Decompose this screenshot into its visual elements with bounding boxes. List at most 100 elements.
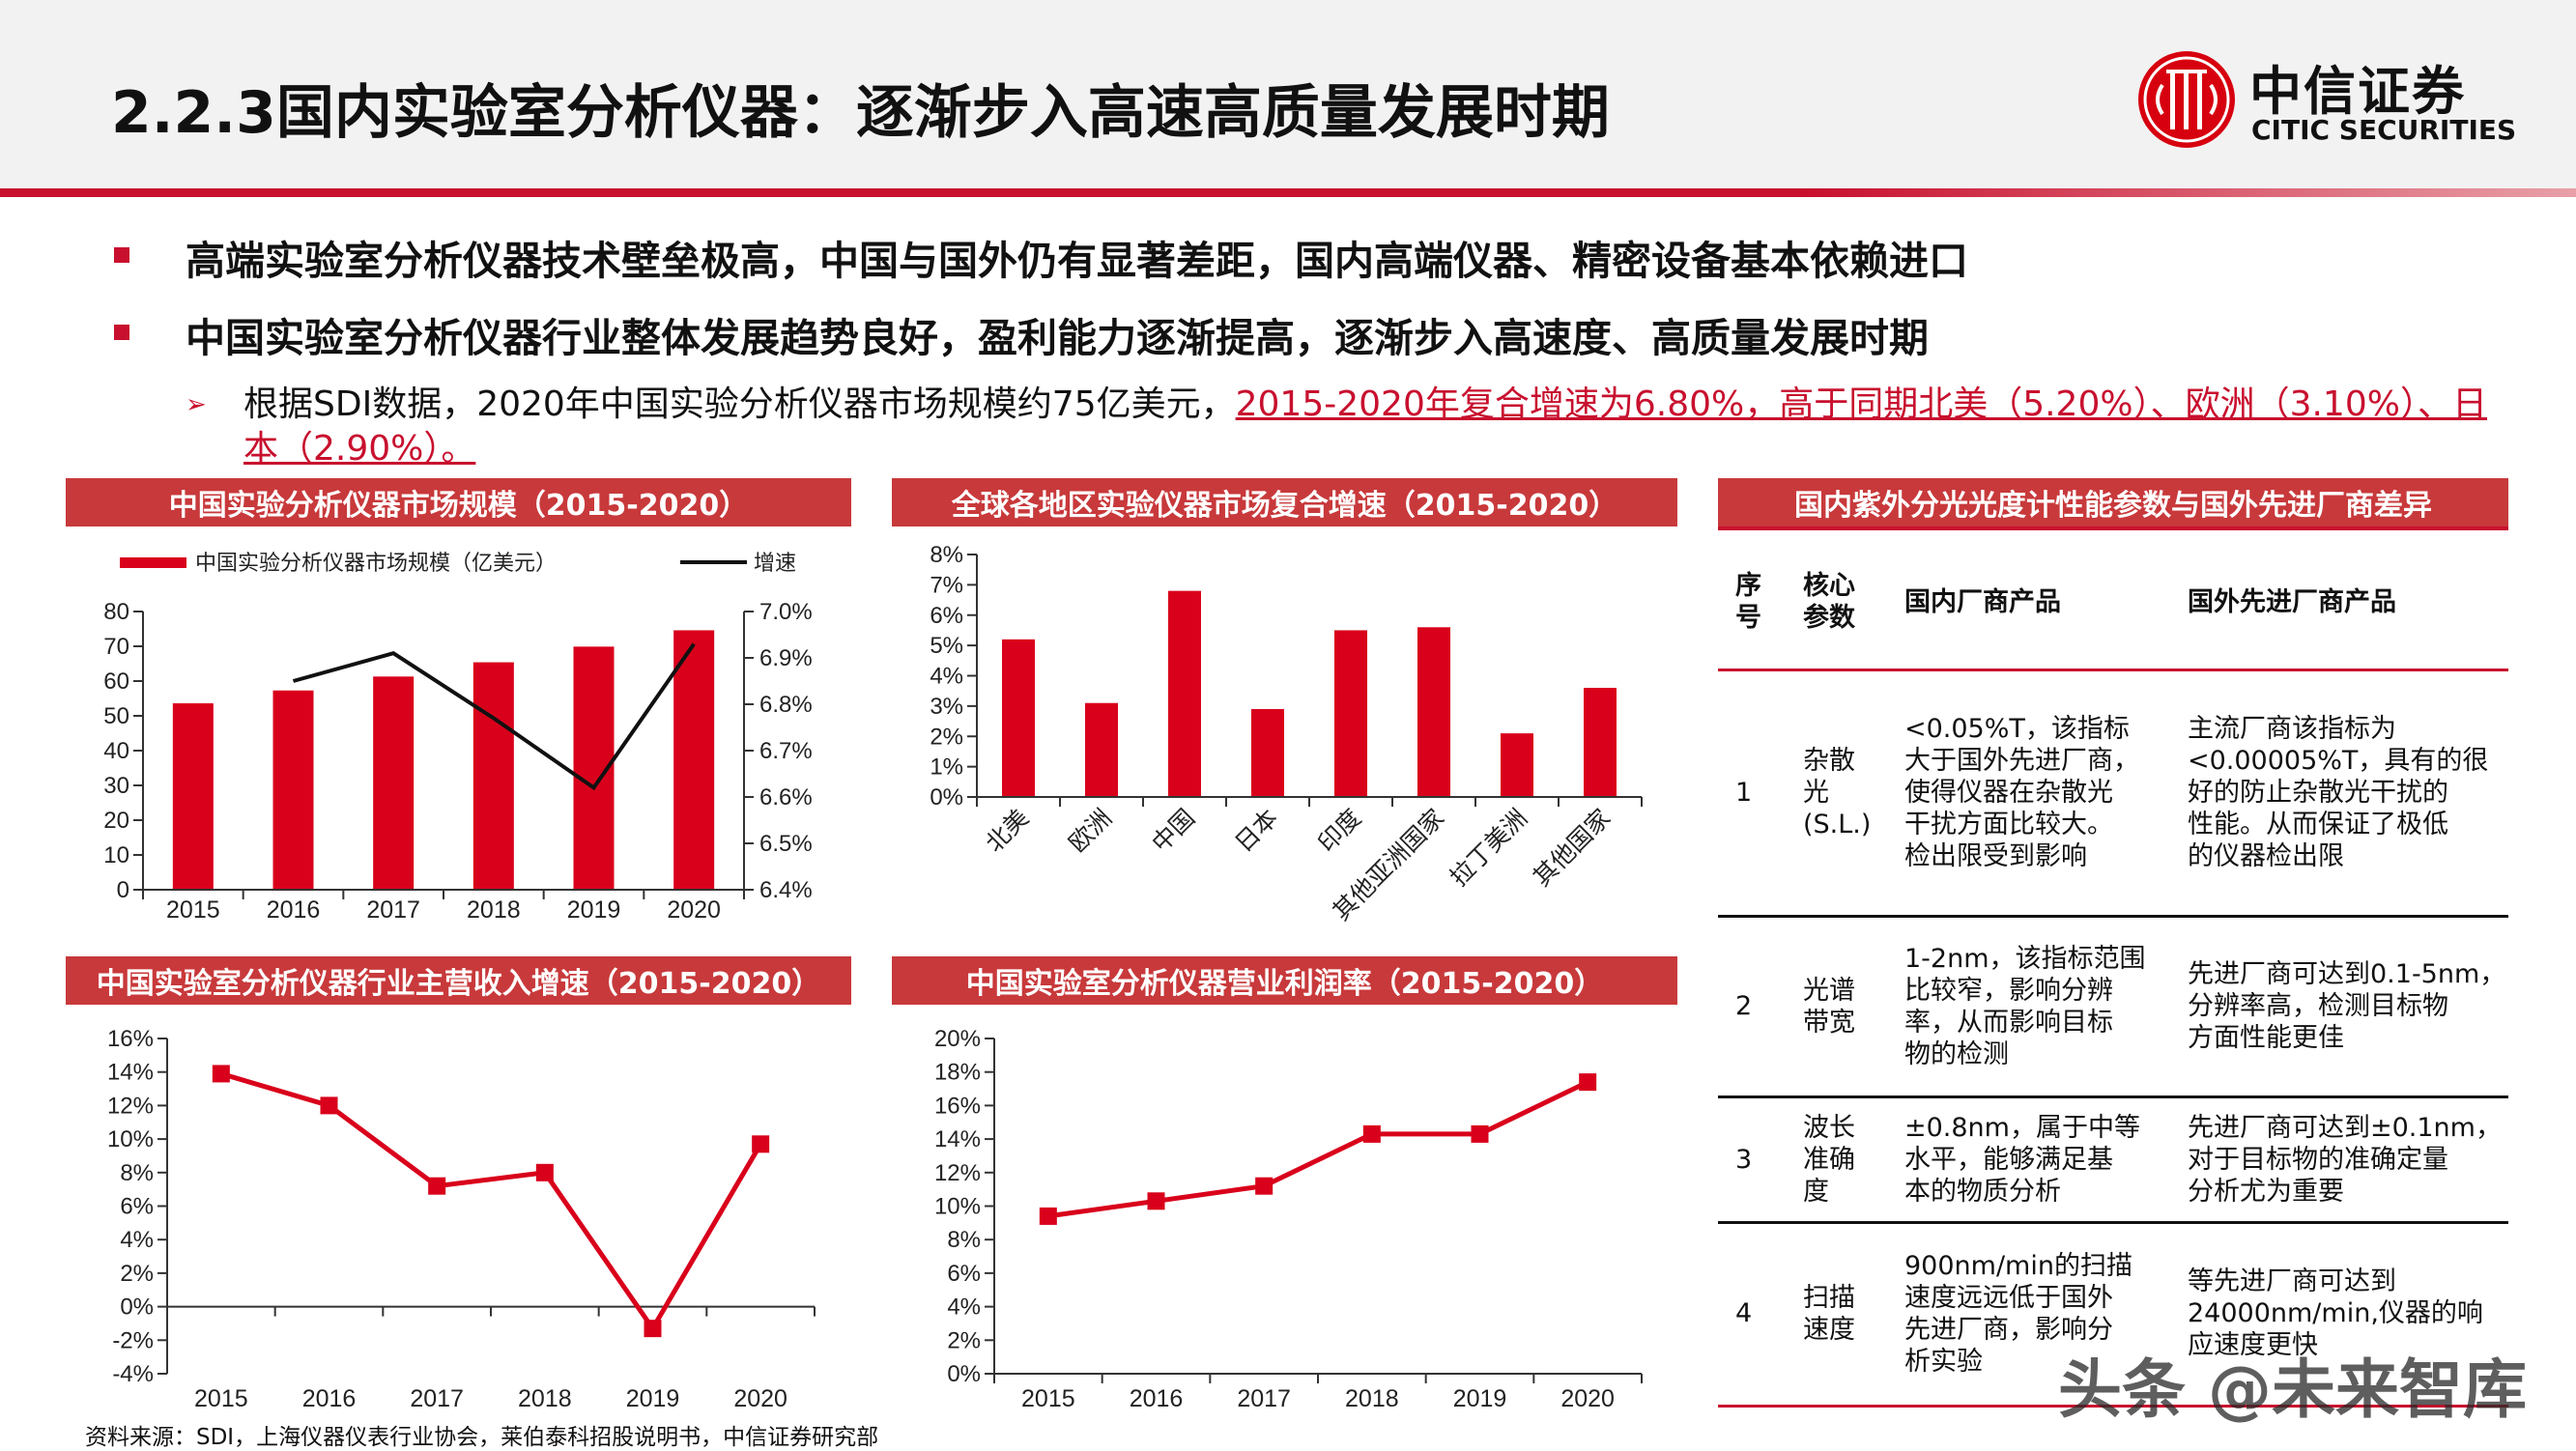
chart2-y-tick-label: 1% [930, 754, 963, 781]
chart3-y-tick-label: 12% [107, 1093, 154, 1119]
logo-text-en: CITIC SECURITIES [2251, 114, 2517, 146]
chart2-y-tick-label: 5% [930, 633, 963, 659]
chart1-yleft-tick-label: 30 [103, 773, 129, 799]
chart3-y-tick-label: 14% [107, 1060, 154, 1086]
chart2-y-tick-label: 6% [930, 603, 963, 629]
chart1-yleft-tick-label: 60 [103, 669, 129, 695]
sub-bullet-highlight: 2015-2020年复合增速为6.80%，高于同期北美（5.20%）、欧洲（3.… [243, 384, 2487, 469]
chart4-x-tick-label: 2018 [1345, 1385, 1399, 1412]
chart1-bar [472, 662, 514, 890]
chart1-legend-bar-swatch [120, 557, 186, 568]
logo-text-cn: 中信证券 [2249, 60, 2466, 122]
chart1-yleft-tick-label: 50 [103, 703, 129, 729]
citic-logo: 中信证券 CITIC SECURITIES [2135, 46, 2522, 153]
chart2-y-tick-label: 0% [930, 784, 963, 811]
chart2-category-label: 中国 [1147, 804, 1200, 857]
chart3-y-tick-label: 16% [107, 1026, 154, 1052]
row-foreign: 等先进厂商可达到 24000nm/min,仪器的响 应速度更快 [2188, 1266, 2483, 1360]
row-param: 扫描 速度 [1803, 1282, 1855, 1345]
row-param: 光谱 带宽 [1803, 975, 1855, 1038]
chart1-yright-tick-label: 6.8% [759, 692, 813, 718]
sub-bullet: 根据SDI数据，2020年中国实验分析仪器市场规模约75亿美元，2015-202… [243, 383, 2495, 471]
chart4-line [1047, 1079, 1589, 1219]
chart4-x-tick-label: 2015 [1021, 1385, 1075, 1412]
chart4-marker [1147, 1192, 1165, 1210]
table-row: 1 杂散 光 (S.L.) <0.05%T，该指标 大于国外先进厂商， 使得仪器在杂… [1718, 671, 2508, 914]
chart1-yleft-tick-label: 70 [103, 634, 129, 660]
chart2-category-label: 日本 [1230, 804, 1283, 857]
chart1-title: 中国实验分析仪器市场规模（2015-2020） [66, 478, 851, 526]
chart1-x-tick-label: 2020 [667, 896, 721, 924]
chart2-category-label: 拉丁美洲 [1445, 804, 1533, 892]
sub-bullet-text: 根据SDI数据，2020年中国实验分析仪器市场规模约75亿美元， [243, 384, 1236, 424]
chart4-y-tick-label: 18% [934, 1060, 981, 1086]
chart2-bar [1168, 590, 1201, 797]
chart2-category-label: 北美 [981, 804, 1034, 857]
row-index: 3 [1735, 1144, 1753, 1175]
chart2-y-tick-label: 2% [930, 724, 963, 750]
chart1-yright-tick-label: 6.4% [759, 877, 813, 903]
chart1-yleft-tick-label: 80 [103, 599, 129, 625]
chart1-yleft-tick-label: 40 [103, 738, 129, 764]
chart4-title: 中国实验室分析仪器营业利润率（2015-2020） [892, 956, 1677, 1005]
table-row: 3 波长 准确 度 ±0.8nm，属于中等 水平，能够满足基 本的物质分析 先进厂商可… [1718, 1098, 2508, 1220]
table-bottom-rule [1718, 1405, 2508, 1408]
chart2-bar [1417, 627, 1450, 797]
chart3-y-tick-label: 2% [120, 1261, 154, 1287]
row-foreign: 主流厂商该指标为 <0.00005%T，具有的很 好的防止杂散光干扰的 性能。从… [2188, 714, 2489, 871]
chart4-y-tick-label: 6% [947, 1261, 981, 1287]
bullet-1: 高端实验室分析仪器技术壁垒极高，中国与国外仍有显著差距，国内高端仪器、精密设备基… [186, 238, 1968, 284]
chart2-category-label: 印度 [1313, 804, 1366, 857]
chart3-y-tick-label: 4% [120, 1227, 154, 1253]
chart2-title: 全球各地区实验仪器市场复合增速（2015-2020） [892, 478, 1677, 526]
table-header-domestic: 国内厂商产品 [1904, 587, 2061, 617]
chart1-yright-tick-label: 7.0% [759, 599, 813, 625]
chart1-x-tick-label: 2019 [567, 896, 621, 924]
row-foreign: 先进厂商可达到±0.1nm， 对于目标物的准确定量 分析尤为重要 [2188, 1112, 2502, 1207]
chart3-marker [535, 1163, 554, 1181]
row-domestic: ±0.8nm，属于中等 水平，能够满足基 本的物质分析 [1904, 1112, 2140, 1207]
chart1-growth-line [292, 642, 696, 791]
chart3-x-tick-label: 2020 [733, 1385, 787, 1412]
row-param: 杂散 光 (S.L.) [1803, 746, 1872, 839]
table-header-rule [1718, 669, 2508, 671]
chart3-title: 中国实验室分析仪器行业主营收入增速（2015-2020） [66, 956, 851, 1005]
chart2-category-label: 欧洲 [1064, 804, 1117, 857]
watermark: 头条 @未来智库 [2058, 1352, 2527, 1427]
bullet-2: 中国实验室分析仪器行业整体发展趋势良好，盈利能力逐渐提高，逐渐步入高速度、高质量… [186, 315, 1929, 361]
chart4-y-tick-label: 4% [947, 1295, 981, 1321]
chart2-bar [1501, 733, 1533, 797]
chart2-y-tick-label: 7% [930, 572, 963, 598]
chart4-y-tick-label: 8% [947, 1227, 981, 1253]
row-domestic: <0.05%T，该指标 大于国外先进厂商， 使得仪器在杂散光 干扰方面比较大。 … [1904, 714, 2139, 871]
chart1-yleft-tick-label: 0 [117, 877, 129, 903]
chart4-y-tick-label: 10% [934, 1194, 981, 1220]
chart1-legend-bar-label: 中国实验分析仪器市场规模（亿美元） [195, 551, 557, 575]
chart2-category-label: 其他国家 [1529, 804, 1617, 892]
chart2-y-tick-label: 8% [930, 542, 963, 568]
chart4-x-tick-label: 2016 [1130, 1385, 1184, 1412]
chart2-bar [1085, 702, 1118, 797]
chart1-x-tick-label: 2016 [267, 896, 321, 924]
chart4-x-tick-label: 2019 [1453, 1385, 1507, 1412]
chart4-marker [1471, 1124, 1489, 1143]
chart4-marker [1255, 1177, 1274, 1195]
table-row-rule [1718, 915, 2508, 918]
chart3-y-tick-label: 10% [107, 1126, 154, 1152]
chart3-y-tick-label: -2% [112, 1327, 154, 1353]
chart2-bar [1584, 688, 1617, 797]
chart3-marker [428, 1177, 446, 1195]
source-note: 资料来源：SDI，上海仪器仪表行业协会，莱伯泰科招股说明书，中信证券研究部 [85, 1425, 879, 1450]
chart1-yright-tick-label: 6.6% [759, 784, 813, 811]
chart2-bar [1334, 630, 1367, 797]
chart2-y-tick-label: 3% [930, 694, 963, 720]
chart3-x-tick-label: 2017 [410, 1385, 464, 1412]
row-param: 波长 准确 度 [1803, 1112, 1855, 1207]
chart1-yright-tick-label: 6.7% [759, 738, 813, 764]
chart4-x-tick-label: 2017 [1237, 1385, 1291, 1412]
chart1-yleft-tick-label: 20 [103, 808, 129, 834]
chart4-y-tick-label: 0% [947, 1361, 981, 1387]
table-title: 国内紫外分光光度计性能参数与国外先进厂商差异 [1718, 478, 2508, 530]
table-row: 2 光谱 带宽 1-2nm，该指标范围 比较窄，影响分辨 率，从而影响目标 物的检测… [1718, 918, 2508, 1095]
chart4-marker [1362, 1124, 1381, 1143]
